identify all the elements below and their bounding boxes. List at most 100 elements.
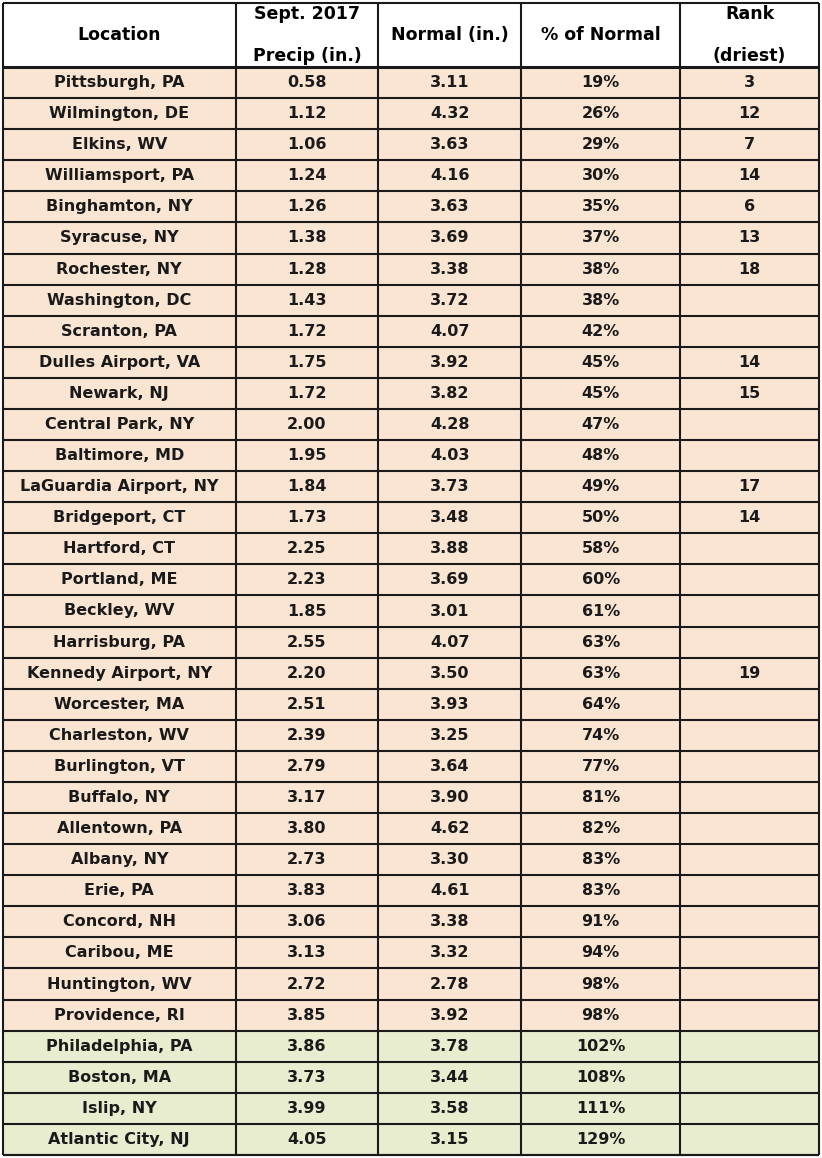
Bar [3, 1031, 819, 1062]
Text: Worcester, MA: Worcester, MA [54, 697, 184, 712]
Text: 1.72: 1.72 [287, 324, 326, 339]
Text: 3.38: 3.38 [430, 915, 469, 930]
Text: 1.24: 1.24 [287, 168, 326, 183]
Text: 77%: 77% [582, 758, 620, 774]
Text: 14: 14 [738, 354, 761, 369]
Text: 19%: 19% [582, 75, 620, 90]
Text: 4.07: 4.07 [430, 324, 469, 339]
Text: 19: 19 [738, 666, 761, 681]
Text: 3.63: 3.63 [430, 137, 469, 152]
Bar [3, 813, 819, 844]
Bar [3, 3, 819, 67]
Text: Atlantic City, NJ: Atlantic City, NJ [48, 1133, 190, 1146]
Text: 82%: 82% [582, 821, 620, 836]
Text: 3.63: 3.63 [430, 199, 469, 214]
Text: Allentown, PA: Allentown, PA [57, 821, 182, 836]
Text: 4.16: 4.16 [430, 168, 469, 183]
Text: 1.73: 1.73 [287, 511, 326, 526]
Text: 3.25: 3.25 [430, 728, 469, 742]
Text: 83%: 83% [582, 852, 620, 867]
Text: 61%: 61% [582, 603, 620, 618]
Text: 15: 15 [738, 386, 761, 401]
Text: 3.92: 3.92 [430, 1007, 469, 1023]
Text: Precip (in.): Precip (in.) [252, 46, 362, 65]
Bar [3, 346, 819, 378]
Text: 3.50: 3.50 [430, 666, 469, 681]
Text: 64%: 64% [582, 697, 620, 712]
Text: 94%: 94% [582, 945, 620, 960]
Text: 1.43: 1.43 [287, 293, 326, 308]
Text: 3.30: 3.30 [430, 852, 469, 867]
Text: Charleston, WV: Charleston, WV [49, 728, 189, 742]
Text: 83%: 83% [582, 884, 620, 899]
Text: 0.58: 0.58 [287, 75, 326, 90]
Text: Sept. 2017: Sept. 2017 [254, 6, 360, 23]
Text: 98%: 98% [582, 1007, 620, 1023]
Text: 1.75: 1.75 [287, 354, 326, 369]
Text: 2.00: 2.00 [287, 417, 326, 432]
Text: 4.62: 4.62 [430, 821, 469, 836]
Text: Baltimore, MD: Baltimore, MD [54, 448, 184, 463]
Text: 18: 18 [738, 262, 761, 277]
Text: 3.85: 3.85 [287, 1007, 326, 1023]
Bar [3, 595, 819, 626]
Text: 60%: 60% [582, 572, 620, 587]
Text: 2.73: 2.73 [287, 852, 326, 867]
Text: 13: 13 [738, 230, 761, 245]
Bar [3, 999, 819, 1031]
Bar [3, 844, 819, 875]
Text: 3.58: 3.58 [430, 1101, 469, 1116]
Text: Rank: Rank [725, 6, 774, 23]
Text: 3.93: 3.93 [430, 697, 469, 712]
Text: Philadelphia, PA: Philadelphia, PA [46, 1039, 192, 1054]
Bar [3, 750, 819, 782]
Text: 2.20: 2.20 [287, 666, 326, 681]
Text: % of Normal: % of Normal [541, 25, 661, 44]
Text: 1.38: 1.38 [287, 230, 326, 245]
Bar [3, 191, 819, 222]
Text: 1.72: 1.72 [287, 386, 326, 401]
Text: 1.85: 1.85 [287, 603, 326, 618]
Text: 3.64: 3.64 [430, 758, 469, 774]
Bar [3, 875, 819, 907]
Text: 3.73: 3.73 [430, 479, 469, 494]
Bar [3, 98, 819, 130]
Text: Syracuse, NY: Syracuse, NY [60, 230, 178, 245]
Text: Elkins, WV: Elkins, WV [72, 137, 167, 152]
Text: 26%: 26% [582, 107, 620, 122]
Text: 102%: 102% [576, 1039, 626, 1054]
Bar [3, 1062, 819, 1093]
Text: 4.07: 4.07 [430, 635, 469, 650]
Text: Wilmington, DE: Wilmington, DE [49, 107, 189, 122]
Text: 129%: 129% [576, 1133, 626, 1146]
Bar [3, 907, 819, 937]
Text: 3.38: 3.38 [430, 262, 469, 277]
Text: 3.48: 3.48 [430, 511, 469, 526]
Text: Buffalo, NY: Buffalo, NY [68, 790, 170, 805]
Text: 3.69: 3.69 [430, 572, 469, 587]
Text: 2.25: 2.25 [287, 541, 326, 556]
Text: LaGuardia Airport, NY: LaGuardia Airport, NY [20, 479, 219, 494]
Text: 91%: 91% [582, 915, 620, 930]
Text: 1.06: 1.06 [287, 137, 326, 152]
Text: 12: 12 [738, 107, 761, 122]
Bar [3, 222, 819, 254]
Bar [3, 285, 819, 316]
Text: Dulles Airport, VA: Dulles Airport, VA [39, 354, 200, 369]
Text: Boston, MA: Boston, MA [67, 1070, 171, 1085]
Text: 1.12: 1.12 [287, 107, 326, 122]
Bar [3, 564, 819, 595]
Bar [3, 1124, 819, 1155]
Text: 14: 14 [738, 168, 761, 183]
Text: 74%: 74% [582, 728, 620, 742]
Text: 4.28: 4.28 [430, 417, 469, 432]
Text: Hartford, CT: Hartford, CT [63, 541, 175, 556]
Bar [3, 316, 819, 346]
Text: Harrisburg, PA: Harrisburg, PA [53, 635, 185, 650]
Text: 1.26: 1.26 [287, 199, 326, 214]
Text: Albany, NY: Albany, NY [71, 852, 168, 867]
Bar [3, 130, 819, 160]
Text: 29%: 29% [582, 137, 620, 152]
Text: 2.78: 2.78 [430, 976, 469, 991]
Text: 2.51: 2.51 [287, 697, 326, 712]
